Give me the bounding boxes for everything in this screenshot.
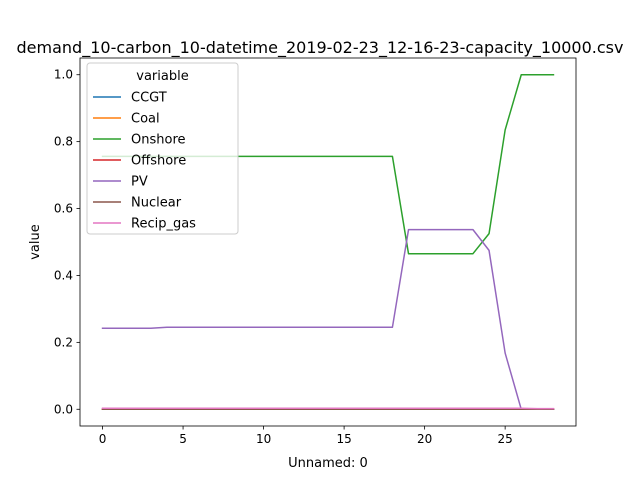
y-axis-label: value — [28, 224, 43, 260]
y-tick-label: 0.2 — [54, 335, 73, 349]
y-tick-label: 0.6 — [54, 202, 73, 216]
y-tick-label: 0.4 — [54, 268, 73, 282]
series-line-pv — [103, 230, 554, 410]
legend-entry-offshore: Offshore — [131, 154, 186, 169]
legend-entry-recip-gas: Recip_gas — [131, 217, 196, 232]
legend-entry-nuclear: Nuclear — [131, 196, 182, 211]
x-tick-label: 5 — [179, 432, 187, 446]
x-tick-label: 15 — [336, 432, 351, 446]
legend-entry-pv: PV — [131, 175, 148, 190]
legend: variable CCGT Coal Onshore Offshore PV Nuclear… — [87, 63, 238, 234]
legend-entry-onshore: Onshore — [131, 133, 186, 148]
legend-title: variable — [136, 69, 188, 84]
x-tick-label: 20 — [417, 432, 432, 446]
y-tick-label: 0.8 — [54, 135, 73, 149]
x-tick-label: 0 — [99, 432, 107, 446]
chart-title: demand_10-carbon_10-datetime_2019-02-23_… — [17, 38, 624, 58]
x-tick-label: 25 — [498, 432, 513, 446]
y-tick-label: 0.0 — [54, 402, 73, 416]
legend-entry-coal: Coal — [131, 112, 160, 127]
x-axis-label: Unnamed: 0 — [288, 456, 368, 471]
x-tick-label: 10 — [256, 432, 271, 446]
y-tick-label: 1.0 — [54, 68, 73, 82]
legend-entry-ccgt: CCGT — [131, 91, 167, 106]
